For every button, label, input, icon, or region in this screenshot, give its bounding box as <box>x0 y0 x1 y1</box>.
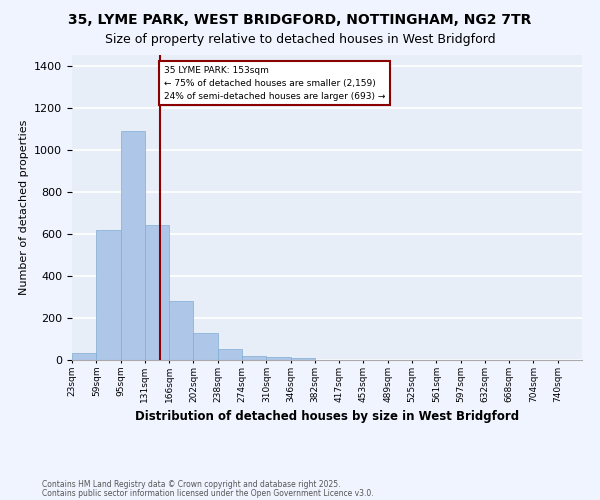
Bar <box>193 332 218 360</box>
Text: 35 LYME PARK: 153sqm
← 75% of detached houses are smaller (2,159)
24% of semi-de: 35 LYME PARK: 153sqm ← 75% of detached h… <box>164 66 385 101</box>
Text: Contains public sector information licensed under the Open Government Licence v3: Contains public sector information licen… <box>42 489 374 498</box>
Bar <box>218 350 242 360</box>
Bar <box>145 226 169 360</box>
Text: Contains HM Land Registry data © Crown copyright and database right 2025.: Contains HM Land Registry data © Crown c… <box>42 480 341 489</box>
Text: 35, LYME PARK, WEST BRIDGFORD, NOTTINGHAM, NG2 7TR: 35, LYME PARK, WEST BRIDGFORD, NOTTINGHA… <box>68 12 532 26</box>
Y-axis label: Number of detached properties: Number of detached properties <box>19 120 29 295</box>
Text: Size of property relative to detached houses in West Bridgford: Size of property relative to detached ho… <box>104 32 496 46</box>
Bar <box>96 230 121 360</box>
Bar <box>72 352 96 360</box>
X-axis label: Distribution of detached houses by size in West Bridgford: Distribution of detached houses by size … <box>135 410 519 424</box>
Bar <box>266 357 290 360</box>
Bar <box>121 130 145 360</box>
Bar <box>242 356 266 360</box>
Bar <box>169 301 193 360</box>
Bar <box>290 358 315 360</box>
